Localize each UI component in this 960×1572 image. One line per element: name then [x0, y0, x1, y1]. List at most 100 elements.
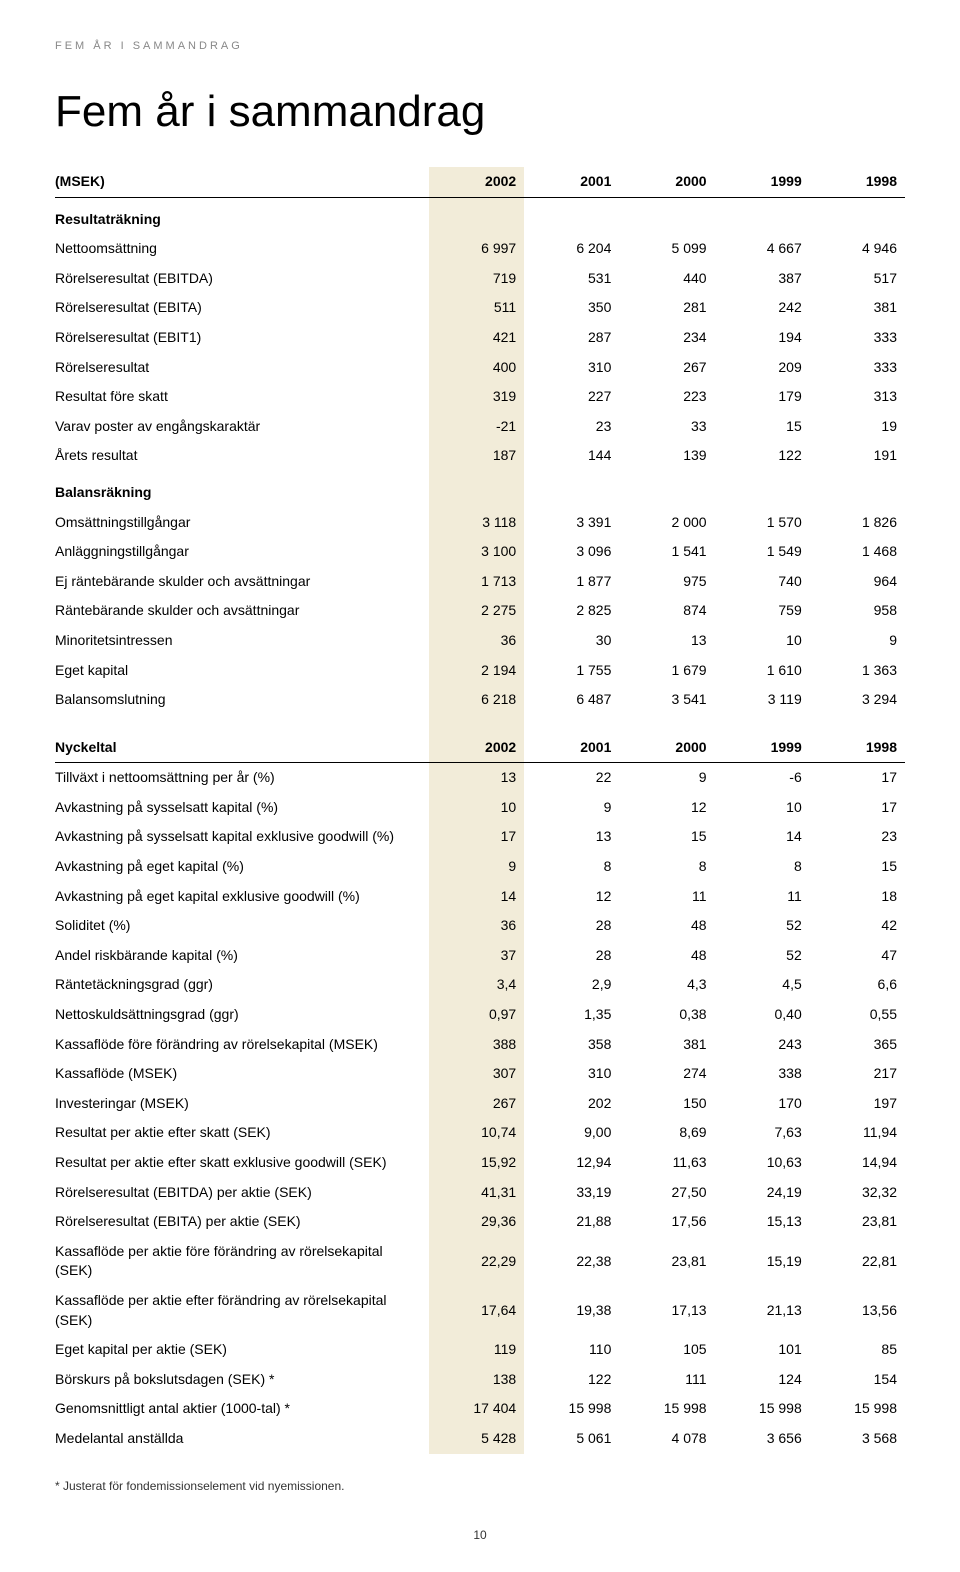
cell-value: 21,88 — [524, 1207, 619, 1237]
table-row: Årets resultat187144139122191 — [55, 441, 905, 471]
col-label: (MSEK) — [55, 167, 429, 197]
cell-value: 24,19 — [715, 1178, 810, 1208]
table-row: Ej räntebärande skulder och avsättningar… — [55, 567, 905, 597]
table-row: Tillväxt i nettoomsättning per år (%)132… — [55, 763, 905, 793]
cell-value: 1 826 — [810, 508, 905, 538]
cell-value: 22,81 — [810, 1237, 905, 1286]
page-title: Fem år i sammandrag — [55, 87, 905, 137]
cell-value: 874 — [619, 596, 714, 626]
cell-value: 0,38 — [619, 1000, 714, 1030]
cell-value: 138 — [429, 1365, 524, 1395]
cell-value: 2 194 — [429, 656, 524, 686]
cell-value: 15 — [810, 852, 905, 882]
cell-value: 28 — [524, 911, 619, 941]
cell-value: 17 — [810, 793, 905, 823]
cell-value: 41,31 — [429, 1178, 524, 1208]
table-row: Rörelseresultat400310267209333 — [55, 353, 905, 383]
cell-value: 1 679 — [619, 656, 714, 686]
cell-value: 194 — [715, 323, 810, 353]
cell-value: 12 — [524, 882, 619, 912]
cell-value: 23,81 — [810, 1207, 905, 1237]
cell-value: 17,56 — [619, 1207, 714, 1237]
row-label: Genomsnittligt antal aktier (1000-tal) * — [55, 1394, 429, 1424]
table-row: Avkastning på eget kapital (%)988815 — [55, 852, 905, 882]
table-row: Investeringar (MSEK)267202150170197 — [55, 1089, 905, 1119]
cell-value: 511 — [429, 293, 524, 323]
cell-value: 1 549 — [715, 537, 810, 567]
row-label: Balansomslutning — [55, 685, 429, 715]
row-label: Rörelseresultat (EBITDA) — [55, 264, 429, 294]
row-label: Omsättningstillgångar — [55, 508, 429, 538]
cell-value: 958 — [810, 596, 905, 626]
row-label: Kassaflöde (MSEK) — [55, 1059, 429, 1089]
cell-value: 381 — [619, 1030, 714, 1060]
cell-value: 101 — [715, 1335, 810, 1365]
cell-value: 5 428 — [429, 1424, 524, 1454]
cell-value: 217 — [810, 1059, 905, 1089]
cell-value: 8 — [524, 852, 619, 882]
cell-value: 209 — [715, 353, 810, 383]
table-row: Soliditet (%)3628485242 — [55, 911, 905, 941]
cell-value: 3 391 — [524, 508, 619, 538]
row-label: Medelantal anställda — [55, 1424, 429, 1454]
col-year: 1998 — [810, 733, 905, 763]
cell-value: 274 — [619, 1059, 714, 1089]
col-year: 2001 — [524, 167, 619, 197]
section-label: Balansräkning — [55, 471, 429, 508]
row-label: Andel riskbärande kapital (%) — [55, 941, 429, 971]
row-label: Resultat före skatt — [55, 382, 429, 412]
section-label: Resultaträkning — [55, 197, 429, 234]
cell-value: 36 — [429, 911, 524, 941]
cell-value: 10 — [715, 793, 810, 823]
cell-value: 6 997 — [429, 234, 524, 264]
cell-value: 531 — [524, 264, 619, 294]
cell-value: 22 — [524, 763, 619, 793]
cell-value: 0,40 — [715, 1000, 810, 1030]
row-label: Årets resultat — [55, 441, 429, 471]
cell-value: 111 — [619, 1365, 714, 1395]
cell-value: 1 610 — [715, 656, 810, 686]
table-row: Genomsnittligt antal aktier (1000-tal) *… — [55, 1394, 905, 1424]
cell-value: 3 100 — [429, 537, 524, 567]
cell-value: 48 — [619, 941, 714, 971]
cell-value: 124 — [715, 1365, 810, 1395]
table-row: Kassaflöde före förändring av rörelsekap… — [55, 1030, 905, 1060]
cell-value: 29,36 — [429, 1207, 524, 1237]
cell-value: 14 — [715, 822, 810, 852]
row-label: Rörelseresultat (EBITDA) per aktie (SEK) — [55, 1178, 429, 1208]
row-label: Tillväxt i nettoomsättning per år (%) — [55, 763, 429, 793]
cell-value: 15 998 — [619, 1394, 714, 1424]
cell-value: 759 — [715, 596, 810, 626]
table-row: Medelantal anställda5 4285 0614 0783 656… — [55, 1424, 905, 1454]
cell-value: 52 — [715, 941, 810, 971]
cell-value: 110 — [524, 1335, 619, 1365]
cell-value: 10,63 — [715, 1148, 810, 1178]
cell-value: 223 — [619, 382, 714, 412]
table-row: Nettoomsättning6 9976 2045 0994 6674 946 — [55, 234, 905, 264]
cell-value: 440 — [619, 264, 714, 294]
table-row: Rörelseresultat (EBITA)511350281242381 — [55, 293, 905, 323]
table-row: Avkastning på sysselsatt kapital exklusi… — [55, 822, 905, 852]
cell-value: 400 — [429, 353, 524, 383]
table-row: Avkastning på eget kapital exklusive goo… — [55, 882, 905, 912]
cell-value: 5 061 — [524, 1424, 619, 1454]
cell-value: 0,97 — [429, 1000, 524, 1030]
row-label: Rörelseresultat (EBITA) per aktie (SEK) — [55, 1207, 429, 1237]
table-row: Resultat per aktie efter skatt (SEK)10,7… — [55, 1118, 905, 1148]
col-year: 2002 — [429, 167, 524, 197]
cell-value: 381 — [810, 293, 905, 323]
cell-value: 333 — [810, 323, 905, 353]
cell-value: 310 — [524, 353, 619, 383]
col-year: 2000 — [619, 733, 714, 763]
cell-value: 119 — [429, 1335, 524, 1365]
cell-value: 14,94 — [810, 1148, 905, 1178]
cell-value: 3 568 — [810, 1424, 905, 1454]
cell-value: 287 — [524, 323, 619, 353]
cell-value: 11,63 — [619, 1148, 714, 1178]
cell-value: 8,69 — [619, 1118, 714, 1148]
table-row: Eget kapital2 1941 7551 6791 6101 363 — [55, 656, 905, 686]
row-label: Räntebärande skulder och avsättningar — [55, 596, 429, 626]
cell-value: 338 — [715, 1059, 810, 1089]
cell-value: 2,9 — [524, 970, 619, 1000]
cell-value: 23 — [524, 412, 619, 442]
